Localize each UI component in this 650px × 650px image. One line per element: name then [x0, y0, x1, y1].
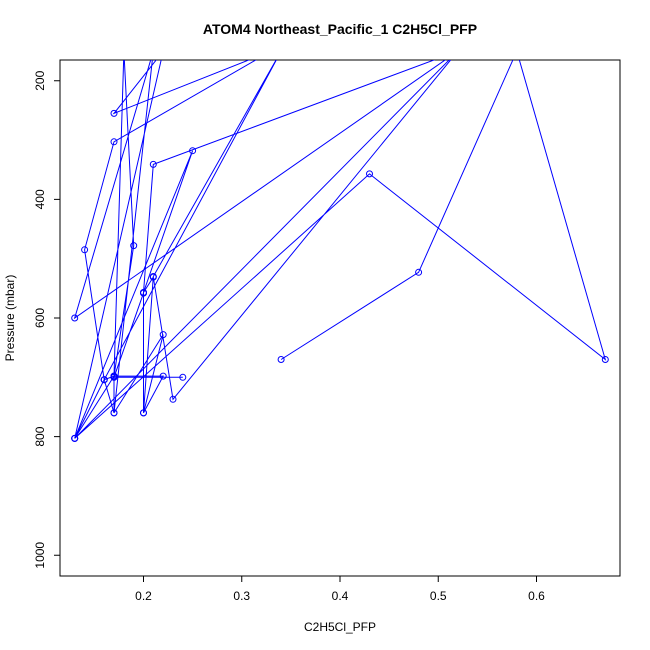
y-tick-label: 1000 [33, 542, 47, 569]
data-point [366, 170, 373, 178]
data-point [277, 356, 285, 363]
y-axis: 200 400 600 800 1000 [33, 70, 61, 569]
series-line [73, 60, 607, 439]
x-tick-label: 0.6 [528, 589, 545, 603]
data-point [110, 373, 118, 381]
y-axis-label: Pressure (mbar) [3, 275, 17, 362]
data-point [71, 434, 79, 442]
data-point [110, 109, 118, 117]
data-point [169, 395, 177, 403]
data-point [130, 242, 138, 250]
plot-area [71, 60, 609, 442]
data-point [110, 409, 118, 417]
y-tick-label: 400 [33, 189, 47, 209]
x-tick-label: 0.3 [233, 589, 250, 603]
data-point [189, 147, 197, 155]
data-point [149, 160, 157, 168]
data-point [601, 356, 609, 363]
x-axis-label: C2H5Cl_PFP [304, 620, 376, 634]
data-point [71, 314, 79, 322]
data-point [149, 273, 157, 280]
y-tick-label: 800 [33, 426, 47, 446]
data-point [81, 246, 89, 254]
data-point [179, 373, 187, 381]
data-point [140, 409, 147, 417]
data-point [159, 372, 167, 380]
y-tick-label: 200 [33, 70, 47, 90]
x-tick-label: 0.4 [332, 589, 349, 603]
data-point [140, 289, 147, 297]
data-point [110, 138, 118, 146]
x-tick-label: 0.5 [430, 589, 447, 603]
data-point [415, 268, 423, 276]
data-point [159, 331, 167, 339]
data-point [100, 376, 108, 384]
chart-title: ATOM4 Northeast_Pacific_1 C2H5Cl_PFP [203, 21, 477, 37]
x-axis: 0.2 0.3 0.4 0.5 0.6 [135, 575, 545, 603]
x-tick-label: 0.2 [135, 589, 152, 603]
y-tick-label: 600 [33, 308, 47, 328]
